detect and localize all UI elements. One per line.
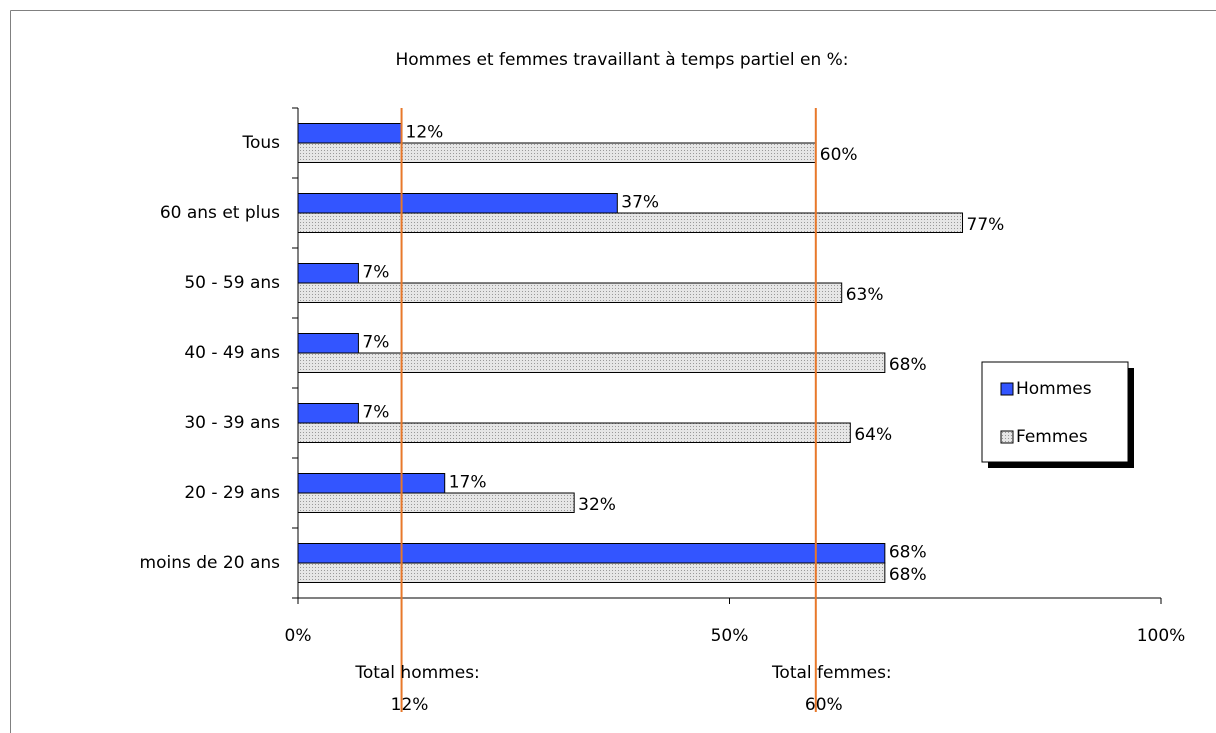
legend-label: Hommes bbox=[1016, 379, 1092, 399]
y-tick-label: 60 ans et plus bbox=[160, 203, 280, 223]
value-label: 60% bbox=[820, 145, 858, 165]
value-label: 12% bbox=[406, 122, 444, 142]
x-tick-label: 50% bbox=[711, 626, 749, 646]
y-tick-label: 50 - 59 ans bbox=[184, 273, 280, 293]
value-label: 68% bbox=[889, 542, 927, 562]
x-tick-label: 0% bbox=[285, 626, 312, 646]
bar bbox=[297, 212, 964, 233]
reference-label: Total hommes: bbox=[354, 663, 479, 683]
reference-value: 60% bbox=[805, 695, 843, 715]
value-label: 17% bbox=[449, 472, 487, 492]
value-label: 64% bbox=[854, 425, 892, 445]
value-label: 37% bbox=[621, 192, 659, 212]
y-tick-label: 30 - 39 ans bbox=[184, 413, 280, 433]
bar bbox=[297, 473, 446, 494]
bar bbox=[297, 403, 359, 424]
y-tick-label: moins de 20 ans bbox=[140, 553, 281, 573]
reference-value: 12% bbox=[391, 695, 429, 715]
bar bbox=[297, 333, 359, 354]
reference-label: Total femmes: bbox=[771, 663, 892, 683]
bar bbox=[297, 123, 403, 144]
value-label: 7% bbox=[362, 332, 389, 352]
legend bbox=[981, 361, 1129, 463]
value-label: 7% bbox=[362, 402, 389, 422]
value-label: 63% bbox=[846, 285, 884, 305]
y-tick-label: Tous bbox=[241, 133, 280, 153]
bar bbox=[297, 352, 886, 373]
value-label: 68% bbox=[889, 355, 927, 375]
value-label: 77% bbox=[967, 215, 1005, 235]
legend-swatch bbox=[1000, 382, 1014, 396]
y-tick-label: 40 - 49 ans bbox=[184, 343, 280, 363]
y-tick-label: 20 - 29 ans bbox=[184, 483, 280, 503]
bar bbox=[297, 422, 851, 443]
x-tick-label: 100% bbox=[1137, 626, 1186, 646]
bar bbox=[297, 562, 886, 583]
bar bbox=[297, 263, 359, 284]
value-label: 68% bbox=[889, 565, 927, 585]
bar bbox=[297, 142, 817, 163]
legend-label: Femmes bbox=[1016, 427, 1088, 447]
value-label: 7% bbox=[362, 262, 389, 282]
bar bbox=[297, 282, 843, 303]
legend-swatch bbox=[1000, 430, 1014, 444]
bar bbox=[297, 492, 575, 513]
bar bbox=[297, 193, 618, 214]
value-label: 32% bbox=[578, 495, 616, 515]
bar bbox=[297, 543, 886, 564]
chart-title: Hommes et femmes travaillant à temps par… bbox=[395, 50, 848, 70]
